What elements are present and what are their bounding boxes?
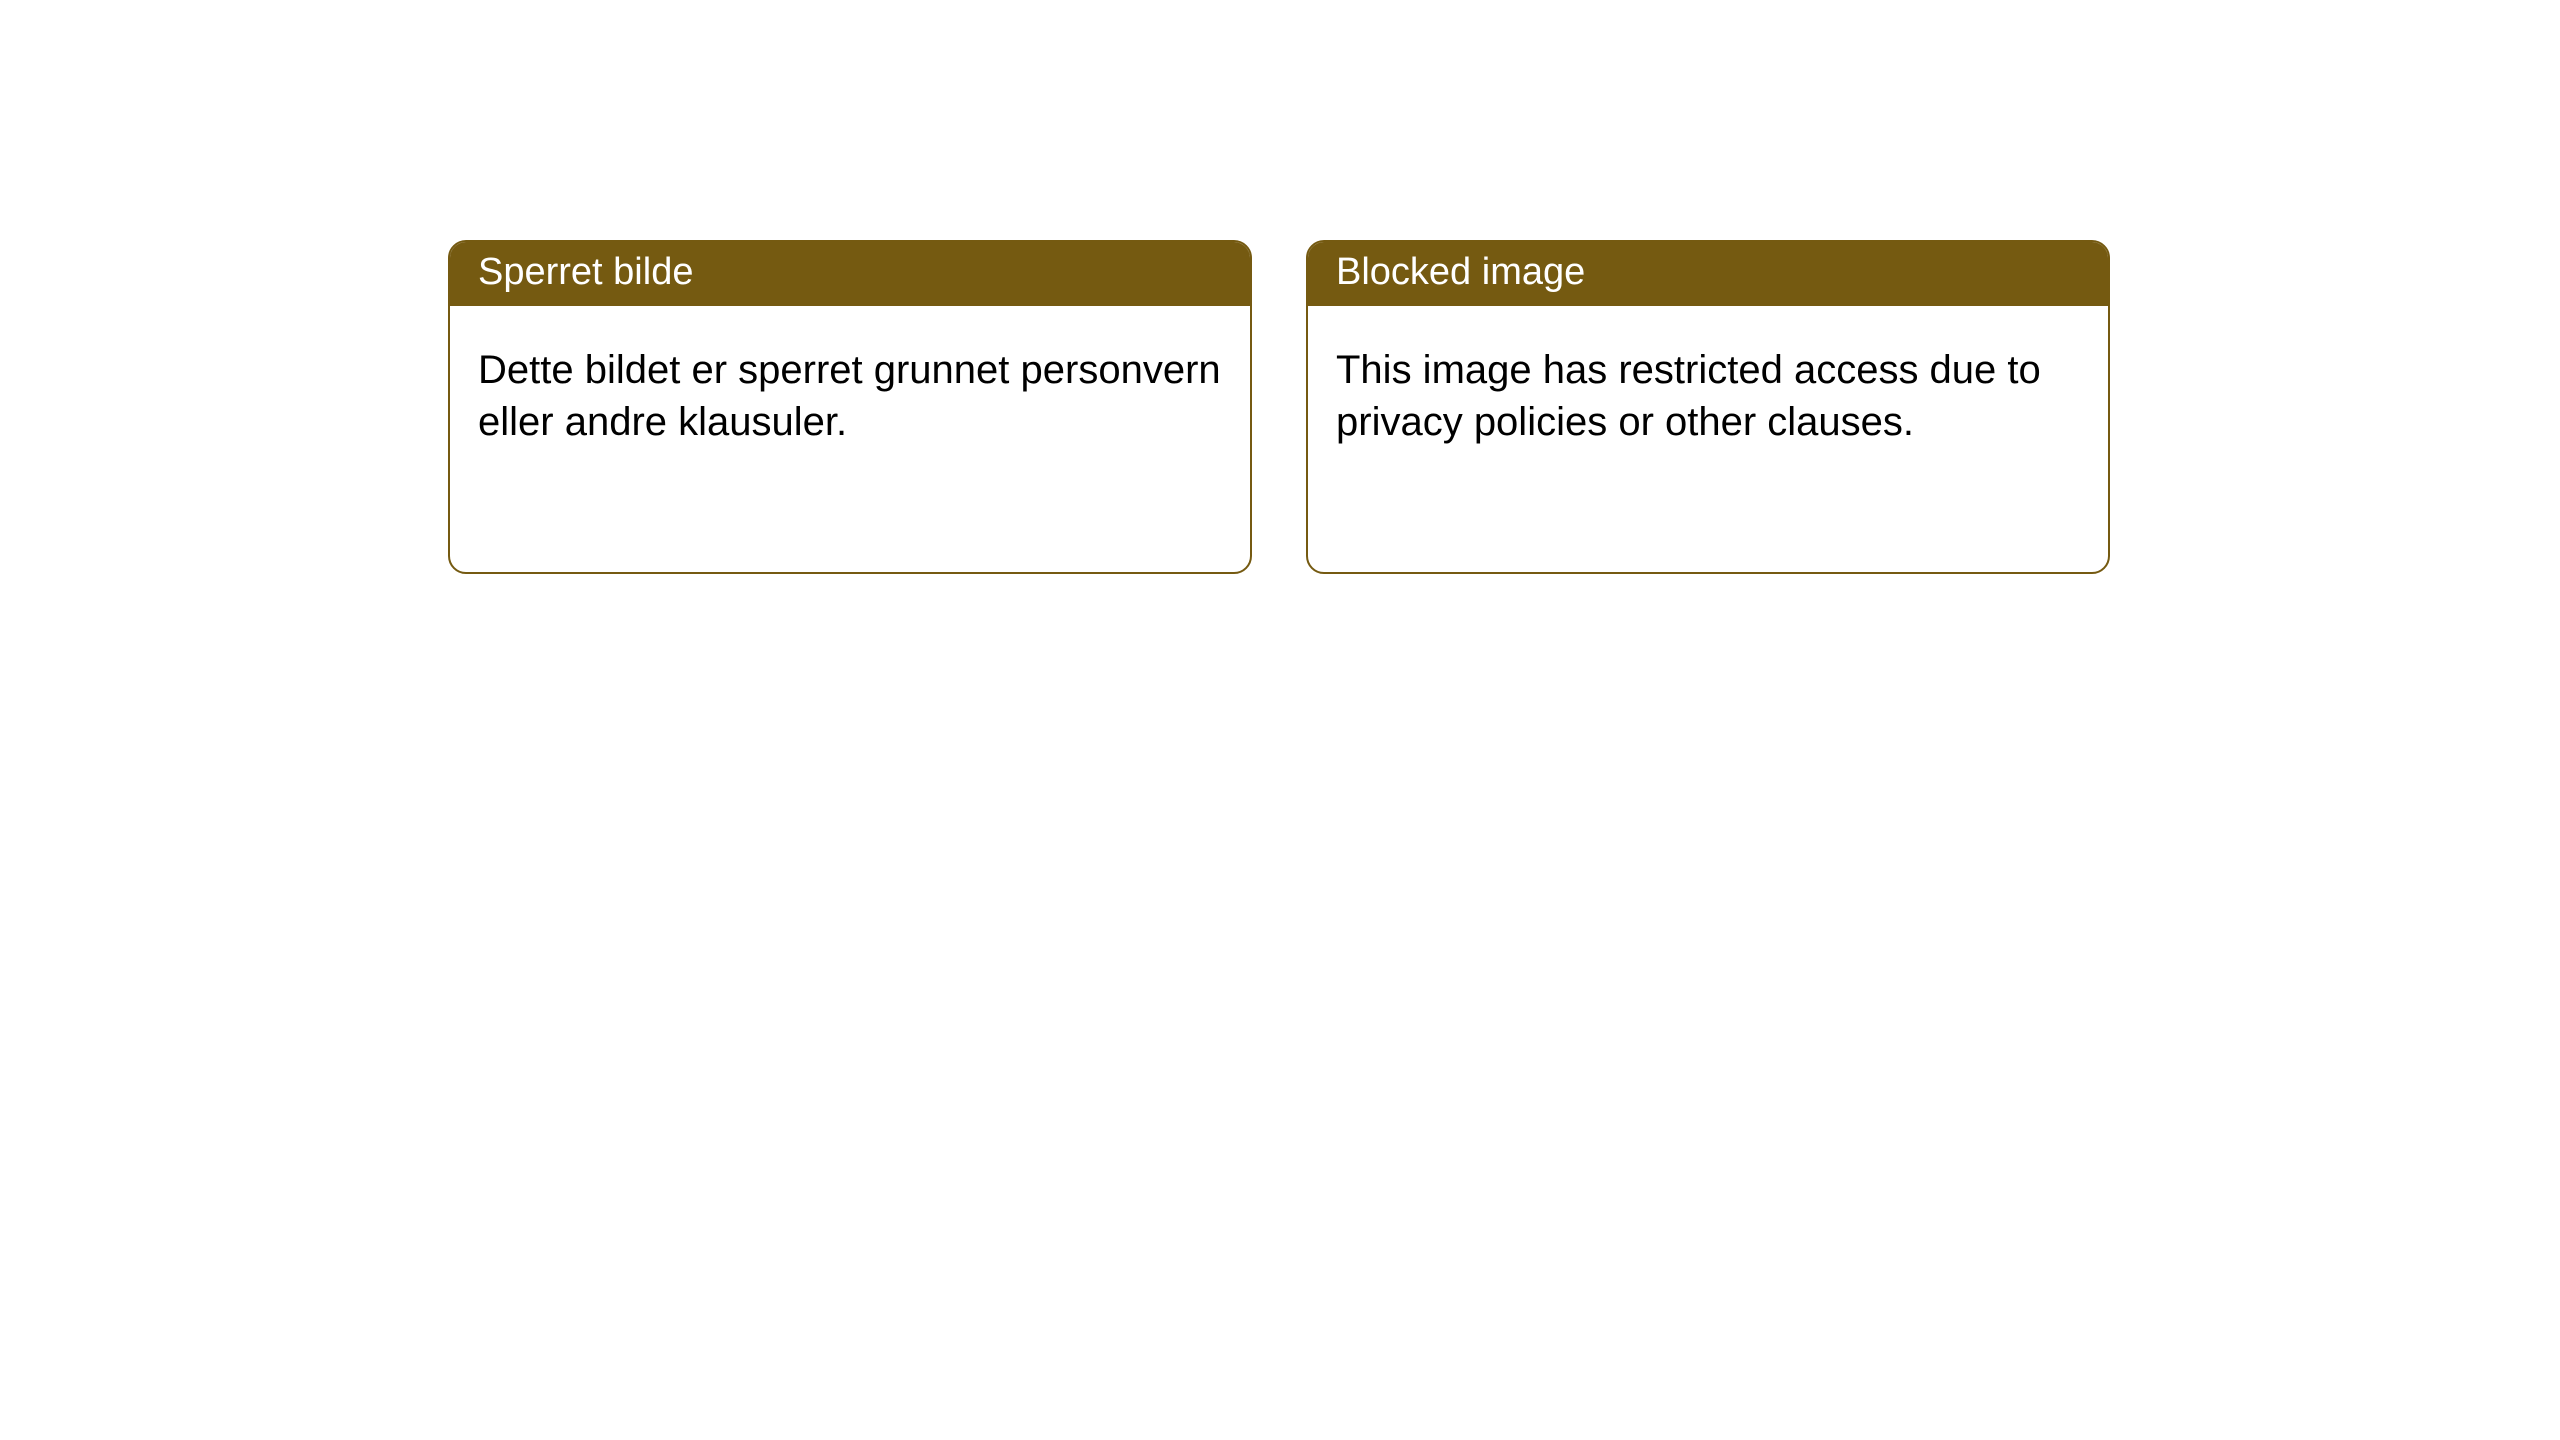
notice-container: Sperret bilde Dette bildet er sperret gr… (0, 0, 2560, 574)
notice-card-title: Blocked image (1308, 242, 2108, 306)
notice-card-body: Dette bildet er sperret grunnet personve… (450, 306, 1250, 468)
notice-card-norwegian: Sperret bilde Dette bildet er sperret gr… (448, 240, 1252, 574)
notice-card-title: Sperret bilde (450, 242, 1250, 306)
notice-card-body: This image has restricted access due to … (1308, 306, 2108, 468)
notice-card-english: Blocked image This image has restricted … (1306, 240, 2110, 574)
